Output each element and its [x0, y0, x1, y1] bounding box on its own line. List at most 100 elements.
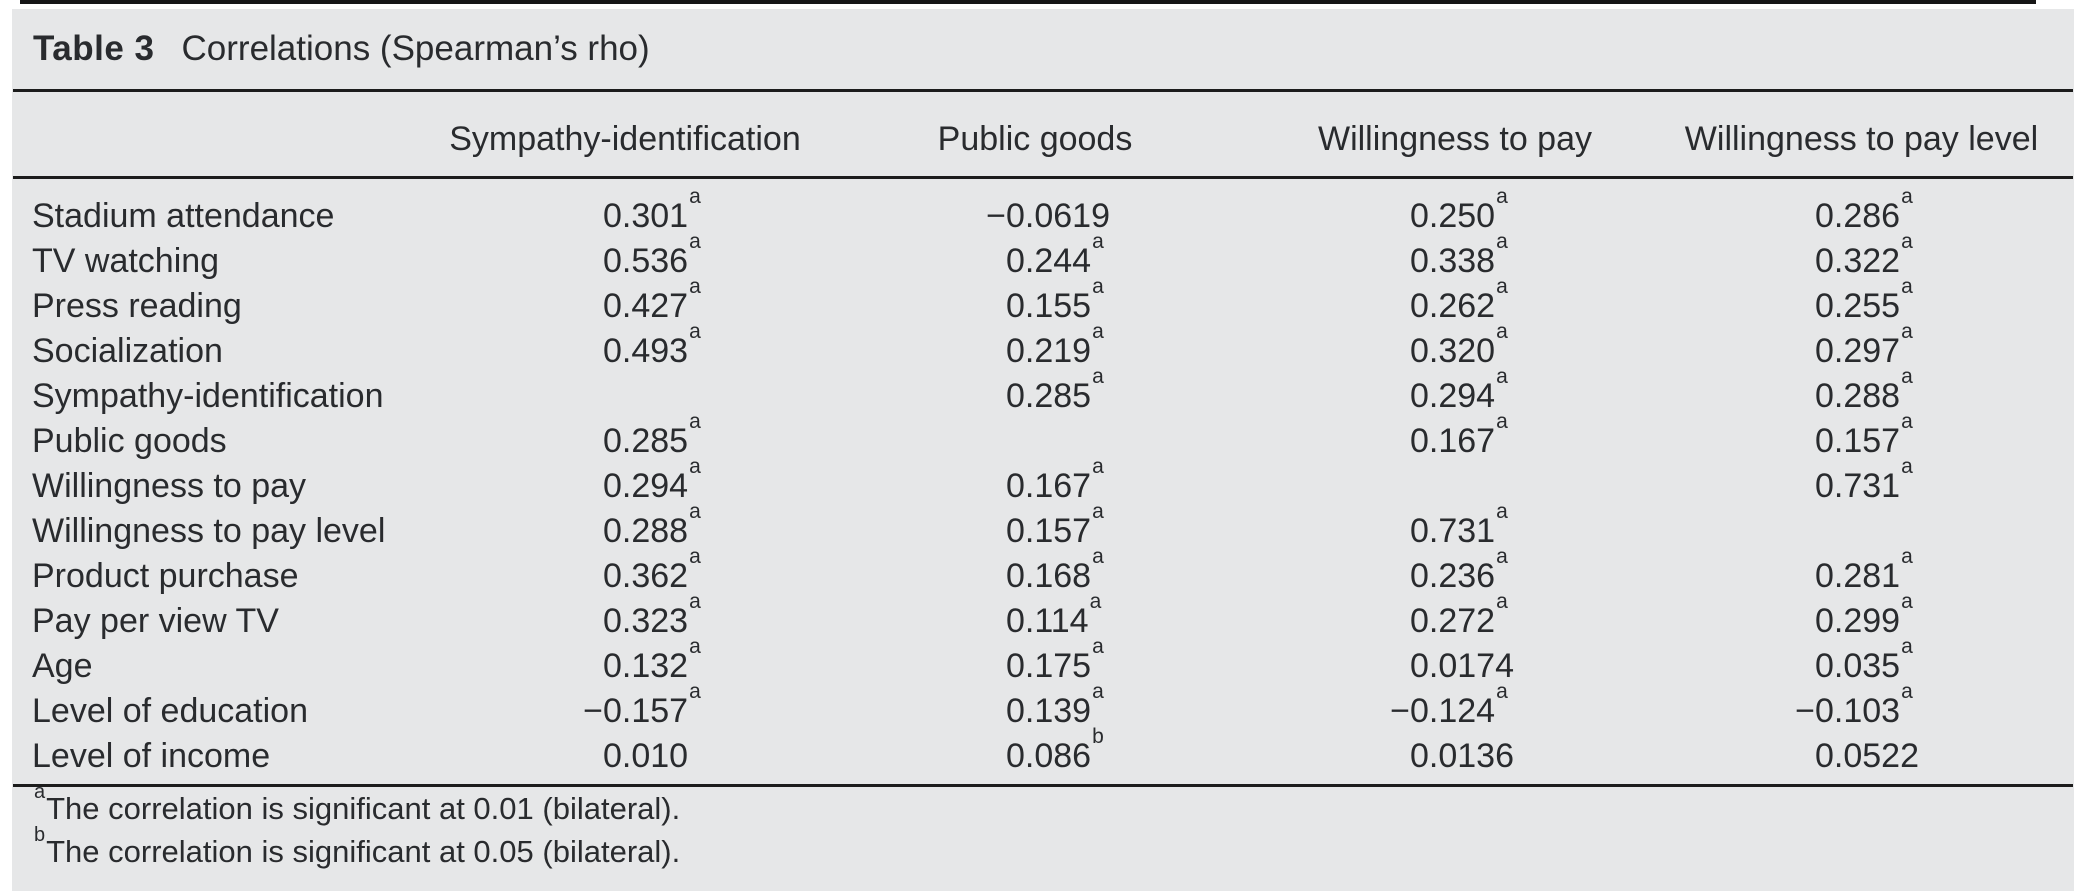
page-top-border-line: [20, 0, 2036, 4]
correlation-value: 0.139a: [1006, 680, 1104, 730]
significance-marker: a: [689, 680, 701, 704]
correlation-value-cell: 0.175a: [810, 635, 1260, 688]
row-label: Public goods: [32, 421, 227, 460]
table-panel: Table 3 Correlations (Spearman’s rho) Sym…: [12, 9, 2074, 891]
correlation-value: 0.255a: [1815, 275, 1913, 325]
significance-marker: a: [1092, 500, 1104, 524]
correlation-value: 0.322a: [1815, 230, 1913, 280]
correlation-value-cell: 0.338a: [1260, 230, 1650, 283]
table-row: Pay per view TV 0.323a 0.114a 0.272a 0.299a: [13, 590, 2073, 643]
correlation-value: 0.0174: [1410, 646, 1514, 685]
significance-marker: a: [1901, 590, 1913, 614]
correlation-value: 0.362a: [603, 545, 701, 595]
correlation-value-cell: 0.536a: [440, 231, 810, 283]
significance-marker: a: [1901, 635, 1913, 659]
significance-marker: a: [1901, 365, 1913, 389]
significance-marker: a: [1496, 320, 1508, 344]
significance-marker: a: [1901, 545, 1913, 569]
correlation-value: −0.157a: [583, 680, 701, 730]
correlation-value: 0.731a: [1815, 455, 1913, 505]
correlation-value: 0.0136: [1410, 736, 1514, 775]
correlation-value-cell: 0.139a: [810, 680, 1260, 733]
correlation-value-cell: −0.157a: [440, 680, 810, 733]
correlation-value: 0.285a: [1006, 365, 1104, 415]
correlation-value-cell: 0.236a: [1260, 546, 1650, 598]
correlation-value-cell: 0.035a: [1650, 635, 2073, 688]
correlation-value-cell: 0.294a: [1260, 366, 1650, 418]
correlation-value: −0.124a: [1390, 680, 1508, 730]
significance-marker: a: [689, 275, 701, 299]
significance-marker: a: [1901, 410, 1913, 434]
correlation-value: 0.0522: [1815, 736, 1919, 775]
table-row: Press reading 0.427a 0.155a 0.262a 0.255a: [13, 275, 2073, 328]
correlation-value-cell: 0.0174: [1260, 643, 1650, 688]
correlation-value: 0.323a: [603, 590, 701, 640]
correlation-value: 0.427a: [603, 275, 701, 325]
significance-marker: a: [1092, 365, 1104, 389]
table-row: Age 0.132a 0.175a 0.0174 0.035a: [13, 635, 2073, 688]
footnote-marker: b: [34, 823, 46, 846]
correlation-value: 0.320a: [1410, 320, 1508, 370]
significance-marker: a: [1901, 320, 1913, 344]
correlation-value-cell: 0.323a: [440, 590, 810, 643]
table-row: Level of education −0.157a 0.139a −0.124a −0…: [13, 680, 2073, 733]
row-label: Level of income: [13, 733, 440, 787]
correlation-value: 0.281a: [1815, 545, 1913, 595]
empty-cell: [1260, 463, 1650, 508]
column-header: Willingness to pay level: [1650, 89, 2073, 179]
correlation-value-cell: 0.244a: [810, 231, 1260, 283]
correlation-value-cell: 0.219a: [810, 321, 1260, 373]
correlation-value-cell: −0.103a: [1650, 681, 2073, 733]
significance-marker: a: [1901, 680, 1913, 704]
row-label: Level of education: [32, 691, 308, 730]
empty-cell: [440, 373, 810, 418]
significance-marker: b: [1092, 725, 1104, 749]
correlation-value-cell: 0.297a: [1650, 321, 2073, 373]
correlation-value-cell: 0.286a: [1650, 178, 2073, 239]
correlation-value: 0.301a: [603, 185, 701, 235]
table-row: TV watching 0.536a 0.244a 0.338a 0.322a: [13, 230, 2073, 283]
correlation-value: 0.294a: [603, 455, 701, 505]
correlation-value: 0.035a: [1815, 635, 1913, 685]
correlation-value: 0.299a: [1815, 590, 1913, 640]
row-label: Pay per view TV: [32, 601, 279, 640]
correlation-value-cell: 0.299a: [1650, 590, 2073, 643]
correlation-value-cell: 0.288a: [440, 501, 810, 553]
correlation-value-cell: 0.086b: [810, 725, 1260, 787]
significance-marker: a: [1496, 410, 1508, 434]
table-title-text: Correlations (Spearman’s rho): [181, 29, 650, 68]
correlation-value: 0.175a: [1006, 635, 1104, 685]
table-row: Product purchase 0.362a 0.168a 0.236a 0.281a: [13, 545, 2073, 598]
correlation-value-cell: −0.0619: [810, 178, 1260, 239]
correlation-value-cell: 0.294a: [440, 455, 810, 508]
correlation-value-cell: 0.301a: [440, 178, 810, 239]
correlation-value-cell: 0.114a: [810, 591, 1260, 643]
significance-marker: a: [1496, 590, 1508, 614]
table-row: Level of income 0.010 0.086b 0.0136 0.0522: [13, 725, 2073, 787]
correlation-value: 0.288a: [1815, 365, 1913, 415]
row-label: Age: [32, 646, 93, 685]
correlation-value-cell: 0.167a: [810, 456, 1260, 508]
column-header: Sympathy-identification: [440, 89, 810, 179]
significance-marker: a: [689, 590, 701, 614]
minus-sign: −: [1795, 691, 1815, 730]
correlation-value: 0.338a: [1410, 230, 1508, 280]
significance-marker: a: [1496, 275, 1508, 299]
column-header: Willingness to pay: [1260, 89, 1650, 179]
significance-marker: a: [1901, 275, 1913, 299]
table-number-label: Table 3: [33, 29, 155, 68]
correlation-value: 0.086b: [1006, 725, 1104, 775]
correlation-value-cell: 0.322a: [1650, 230, 2073, 283]
correlation-value-cell: 0.493a: [440, 320, 810, 373]
significance-marker: a: [689, 545, 701, 569]
correlation-value-cell: 0.255a: [1650, 275, 2073, 328]
correlation-value: 0.493a: [603, 320, 701, 370]
correlation-value-cell: 0.0136: [1260, 733, 1650, 787]
row-label: Press reading: [32, 286, 242, 325]
correlation-value-cell: 0.281a: [1650, 545, 2073, 598]
significance-marker: a: [689, 455, 701, 479]
table-row: Socialization 0.493a 0.219a 0.320a 0.297a: [13, 320, 2073, 373]
row-label: Socialization: [32, 331, 223, 370]
significance-marker: a: [1496, 185, 1508, 209]
